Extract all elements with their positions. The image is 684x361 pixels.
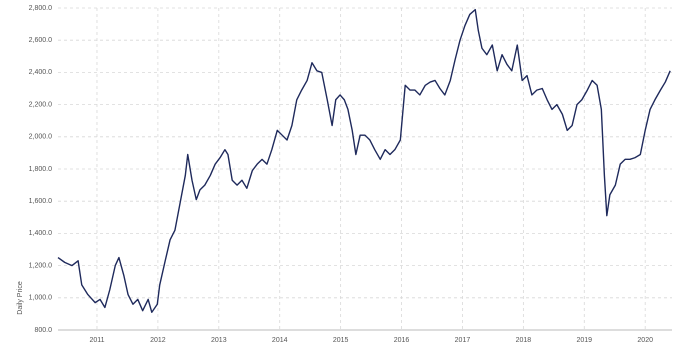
y-tick-label: 2,600.0 xyxy=(29,37,52,44)
x-tick-label: 2013 xyxy=(211,337,227,344)
x-tick-label: 2017 xyxy=(455,337,471,344)
x-tick-label: 2018 xyxy=(516,337,532,344)
x-tick-label: 2015 xyxy=(333,337,349,344)
y-tick-label: 2,400.0 xyxy=(29,69,52,76)
y-tick-label: 800.0 xyxy=(34,327,52,334)
y-tick-label: 1,400.0 xyxy=(29,230,52,237)
y-tick-label: 1,200.0 xyxy=(29,262,52,269)
x-tick-label: 2016 xyxy=(394,337,410,344)
x-tick-label: 2014 xyxy=(272,337,288,344)
y-axis-label: Daily Price xyxy=(17,281,24,315)
x-tick-label: 2012 xyxy=(150,337,166,344)
y-tick-label: 2,000.0 xyxy=(29,134,52,141)
x-tick-label: 2011 xyxy=(89,337,104,344)
y-tick-label: 2,200.0 xyxy=(29,101,52,108)
y-tick-label: 1,600.0 xyxy=(29,198,52,205)
y-tick-label: 2,800.0 xyxy=(29,5,52,12)
price-line xyxy=(57,8,671,313)
y-tick-label: 1,800.0 xyxy=(29,166,52,173)
y-tick-label: 1,000.0 xyxy=(29,295,52,302)
x-tick-label: 2019 xyxy=(576,337,592,344)
x-tick-label: 2020 xyxy=(637,337,653,344)
